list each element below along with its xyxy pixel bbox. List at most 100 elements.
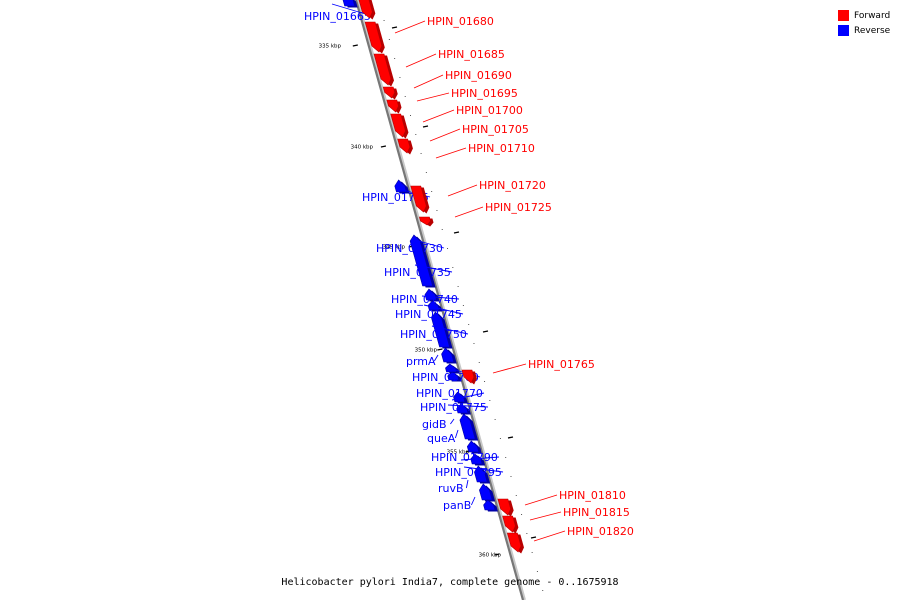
legend-label-forward: Forward (854, 10, 891, 21)
gene-label-hpin-01685: HPIN_01685 (438, 48, 505, 61)
scale-dot (420, 153, 422, 154)
gene-label-hpin-01775: HPIN_01775 (420, 401, 487, 414)
gene-leader-hpin-01750 (431, 325, 469, 335)
scale-dot (473, 343, 475, 344)
gene-label-hpin-01750: HPIN_01750 (400, 328, 467, 341)
gene-label-hpin-01820: HPIN_01820 (567, 525, 634, 538)
scale-dot (431, 191, 433, 192)
scale-dot (484, 381, 486, 382)
tick-mark (352, 44, 358, 47)
legend-label-reverse: Reverse (854, 25, 891, 36)
gene-leader-hpin-01740 (421, 295, 460, 300)
tick-label: 350 kbp (415, 348, 438, 354)
gene-label-quea: queA (427, 432, 456, 445)
gene-leader-hpin-01680 (394, 20, 426, 34)
gene-label-prma: prmA (406, 355, 436, 368)
gene-leader-quea (454, 429, 459, 439)
scale-dot (404, 96, 406, 97)
scale-dot (489, 400, 491, 401)
gene-leader-gidb (450, 418, 455, 425)
gene-arrow-hpin-01695 (382, 86, 396, 99)
gene-arrow-hpin-01725 (419, 216, 431, 226)
gene-arrow-hpin-01750 (441, 347, 455, 363)
scale-dot (499, 438, 501, 439)
tick-mark (494, 553, 500, 556)
scale-dot (452, 267, 454, 268)
gene-leader-hpin-01790 (460, 456, 500, 461)
gene-leader-hpin-01810 (524, 494, 558, 506)
gene-label-hpin-01730: HPIN_01730 (376, 242, 443, 255)
gene-leader-hpin-01710 (435, 147, 467, 159)
scale-dot (515, 495, 517, 496)
gene-arrow-hpin-01810 (497, 498, 511, 516)
gene-leader-hpin-01705 (429, 128, 461, 142)
gene-arrow-hpin-01690 (373, 53, 392, 86)
gene-label-hpin-01705: HPIN_01705 (462, 123, 529, 136)
gene-label-hpin-01695: HPIN_01695 (451, 87, 518, 100)
gene-label-hpin-01720: HPIN_01720 (479, 179, 546, 192)
gene-label-hpin-01760: HPIN_01760 (412, 371, 479, 384)
tick-label: 355 kbp (447, 450, 470, 456)
scale-dot (388, 39, 390, 40)
tick-label: 340 kbp (351, 145, 374, 151)
tick-label: 335 kbp (319, 44, 342, 50)
gene-label-hpin-01725: HPIN_01725 (485, 201, 552, 214)
gene-arrow-hpin-01705 (390, 113, 406, 138)
gene-leader-prma (434, 354, 439, 362)
scale-dot (531, 552, 533, 553)
scale-dot (468, 324, 470, 325)
scale-dot (478, 362, 480, 363)
minor-tick (453, 231, 460, 234)
gene-label-hpin-01790: HPIN_01790 (431, 451, 498, 464)
gene-leader-hpin-01685 (405, 53, 437, 68)
scale-dot (462, 305, 464, 306)
forward-swatch (838, 10, 849, 21)
gene-leader-hpin-01770 (451, 392, 485, 401)
minor-tick (530, 536, 537, 539)
scale-dot (399, 77, 401, 78)
minor-tick (482, 330, 489, 333)
minor-tick (391, 26, 398, 29)
minor-tick (507, 436, 514, 439)
tick-label: 360 kbp (479, 553, 502, 559)
gene-label-panb: panB (443, 499, 471, 512)
gene-label-hpin-01665: HPIN_01665 (304, 10, 371, 23)
gene-label-hpin-01700: HPIN_01700 (456, 104, 523, 117)
gene-label-hpin-01770: HPIN_01770 (416, 387, 483, 400)
scale-dot (510, 476, 512, 477)
scale-dot (415, 134, 417, 135)
gene-arrow-hpin-01815 (502, 515, 516, 533)
gene-arrow-ruvb (479, 483, 493, 501)
gene-leader-hpin-01735 (414, 264, 453, 273)
legend-item-reverse: Reverse (838, 23, 898, 38)
gene-label-hpin-01745: HPIN_01745 (395, 308, 462, 321)
gene-leader-hpin-01730 (414, 239, 445, 249)
scale-dot (436, 210, 438, 211)
scale-dot (505, 457, 507, 458)
gene-arrow-hpin-01745 (431, 311, 450, 348)
tick-mark (380, 145, 387, 148)
scale-dot (526, 533, 528, 534)
tick-mark (437, 348, 443, 351)
backbone-shadow (356, 0, 526, 600)
gene-arrow-hpin-01710 (397, 138, 411, 154)
gene-arrow-hpin-01665 (342, 0, 356, 7)
gene-arrow-hpin-01795 (474, 465, 488, 483)
gene-leader-ruvb (465, 479, 469, 489)
gene-label-hpin-01710: HPIN_01710 (468, 142, 535, 155)
gene-arrow-hpin-01720 (410, 185, 427, 213)
gene-leader-hpin-01745 (423, 304, 464, 315)
scale-dot (394, 58, 396, 59)
scale-dot (425, 172, 427, 173)
legend: Forward Reverse (838, 8, 898, 38)
scale-dot (536, 571, 538, 572)
reverse-swatch (838, 25, 849, 36)
gene-leader-hpin-01815 (529, 511, 562, 521)
gene-label-gidb: gidB (422, 418, 447, 431)
scale-dot (521, 514, 523, 515)
gene-label-hpin-01815: HPIN_01815 (563, 506, 630, 519)
scale-dot (494, 419, 496, 420)
gene-label-hpin-01740: HPIN_01740 (391, 293, 458, 306)
scale-dot (457, 286, 459, 287)
